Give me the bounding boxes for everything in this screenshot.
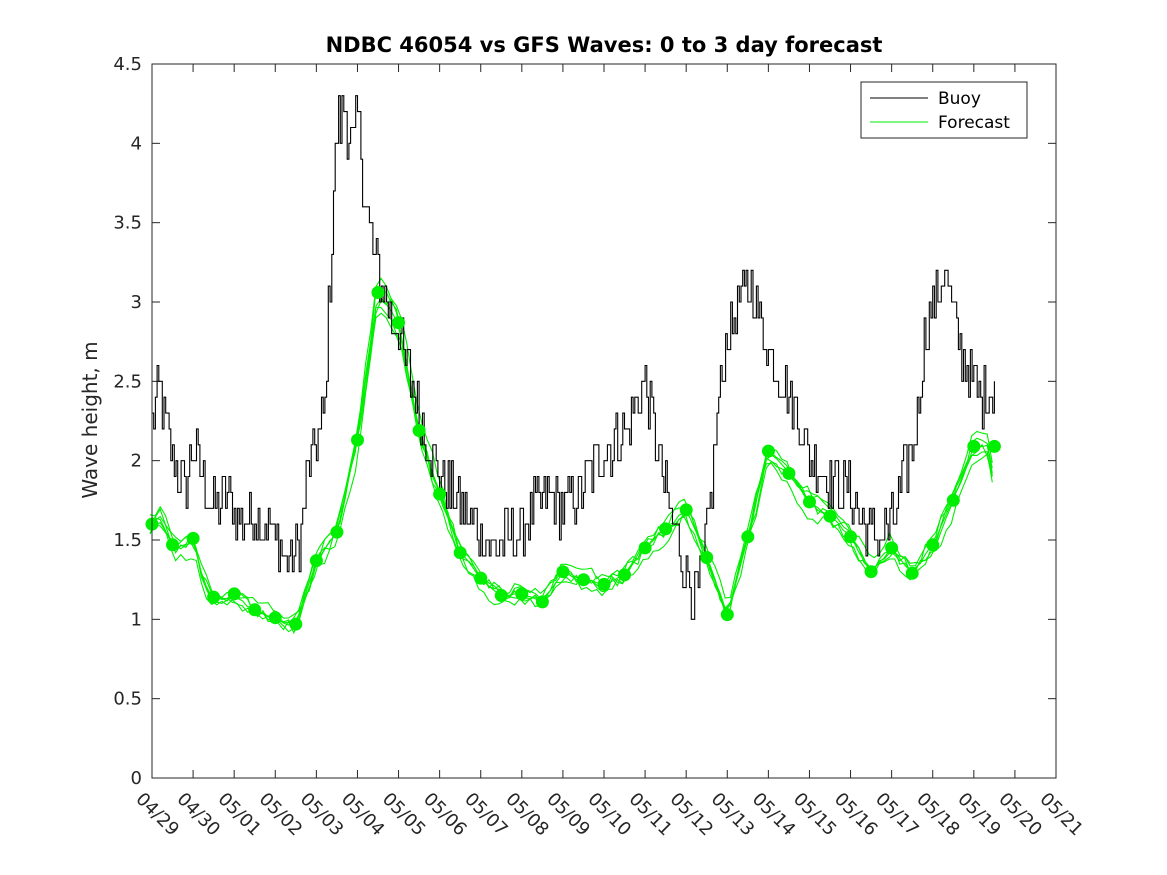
- forecast-marker: [535, 595, 549, 609]
- forecast-marker: [453, 546, 467, 560]
- forecast-marker: [844, 530, 857, 544]
- forecast-marker: [741, 530, 755, 544]
- forecast-marker: [803, 495, 816, 509]
- forecast-marker: [186, 531, 200, 545]
- forecast-markers-group: [145, 286, 1001, 631]
- forecast-marker: [227, 587, 241, 601]
- forecast-marker: [166, 538, 179, 552]
- forecast-marker: [679, 503, 693, 517]
- legend: Buoy Forecast: [860, 81, 1028, 139]
- y-axis-label: Wave height, m: [78, 341, 102, 498]
- legend-buoy-label: Buoy: [938, 89, 981, 109]
- forecast-marker: [967, 439, 981, 453]
- y-tick-label: 2: [131, 451, 142, 472]
- forecast-marker: [556, 565, 570, 579]
- forecast-marker: [412, 424, 426, 437]
- forecast-marker: [309, 554, 323, 568]
- forecast-marker: [207, 590, 221, 604]
- y-tick-label: 2.5: [113, 371, 142, 392]
- forecast-marker: [700, 551, 714, 564]
- chart-title: NDBC 46054 vs GFS Waves: 0 to 3 day fore…: [326, 33, 883, 57]
- forecast-marker: [823, 509, 837, 523]
- forecast-marker: [782, 466, 796, 480]
- forecast-marker: [474, 571, 488, 585]
- forecast-marker: [494, 589, 508, 602]
- forecast-marker: [515, 587, 529, 601]
- y-tick-label: 3.5: [113, 213, 142, 234]
- forecast-marker: [987, 439, 1001, 453]
- forecast-marker: [638, 541, 652, 555]
- plot-background: [152, 64, 1056, 778]
- plot-area: [152, 64, 1056, 778]
- axes-frame: [151, 63, 1057, 779]
- y-tick-label: 0: [131, 768, 142, 789]
- forecast-marker: [577, 573, 590, 587]
- forecast-marker: [248, 603, 262, 617]
- y-tick-label: 4: [131, 133, 142, 154]
- forecast-marker: [946, 493, 960, 507]
- forecast-marker: [392, 316, 405, 330]
- forecast-marker: [659, 522, 673, 536]
- y-tick-label: 1: [131, 609, 142, 630]
- y-tick-label: 3: [131, 292, 142, 313]
- forecast-marker: [618, 568, 631, 582]
- forecast-marker: [289, 617, 303, 631]
- forecast-marker: [433, 487, 447, 501]
- forecast-marker: [268, 611, 282, 625]
- axes-box: [151, 63, 1057, 779]
- forecast-marker: [864, 565, 878, 579]
- forecast-marker: [720, 608, 734, 622]
- forecast-marker: [885, 541, 899, 555]
- y-tick-label: 0.5: [113, 689, 142, 710]
- forecast-marker: [330, 525, 344, 539]
- forecast-marker: [597, 577, 611, 591]
- forecast-marker: [905, 566, 919, 580]
- legend-forecast-label: Forecast: [938, 113, 1010, 133]
- forecast-marker: [351, 433, 364, 447]
- forecast-marker: [926, 538, 940, 552]
- y-axis-ticks: 0 0.5 1 1.5 2 2.5 3 3.5 4 4.5: [113, 54, 1056, 789]
- forecast-marker: [371, 286, 385, 299]
- buoy-line: [152, 95, 995, 620]
- y-tick-label: 4.5: [113, 54, 142, 75]
- buoy-series-group: [152, 95, 995, 620]
- y-tick-label: 1.5: [113, 530, 142, 551]
- forecast-marker: [761, 444, 775, 458]
- legend-box: [860, 81, 1028, 139]
